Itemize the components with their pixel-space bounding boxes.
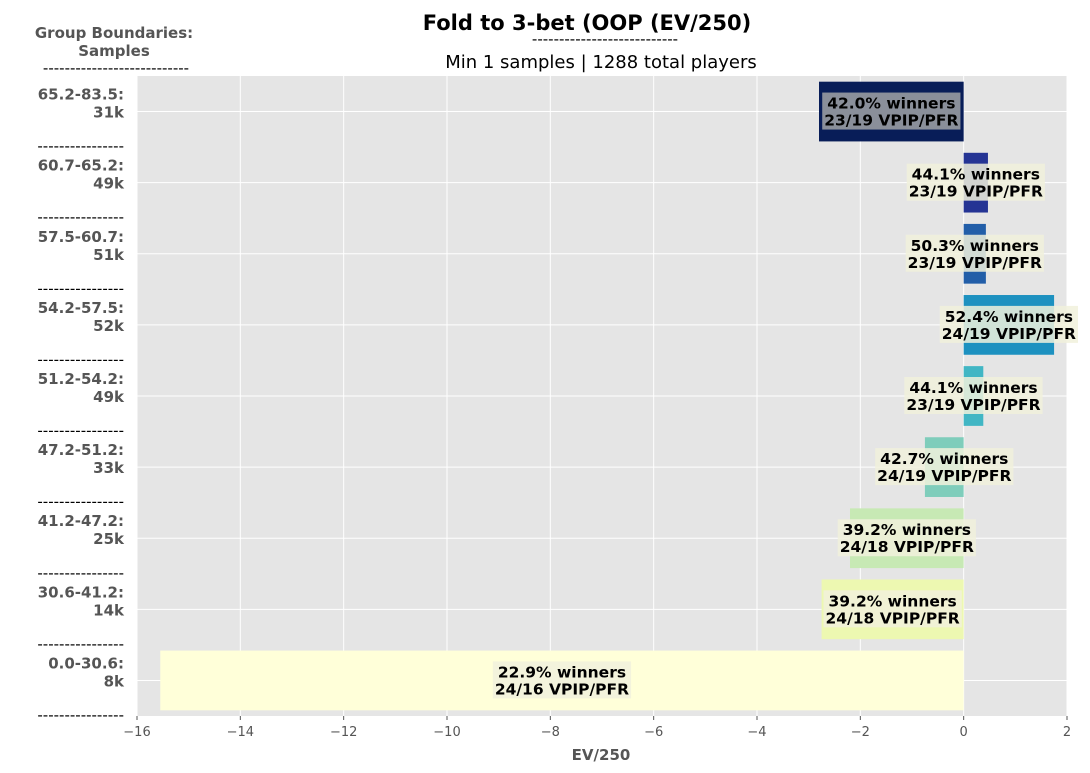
group-range-label: 57.5-60.7: bbox=[38, 228, 124, 246]
x-axis-label: EV/250 bbox=[572, 746, 631, 764]
group-range-label: 0.0-30.6: bbox=[48, 654, 124, 672]
x-tick-label: −12 bbox=[330, 725, 357, 740]
bar-winners-label: 22.9% winners bbox=[498, 663, 626, 681]
bar-vpip-label: 24/19 VPIP/PFR bbox=[877, 467, 1011, 485]
x-tick-label: −4 bbox=[747, 725, 766, 740]
group-range-label: 30.6-41.2: bbox=[38, 583, 124, 601]
bar-winners-label: 44.1% winners bbox=[912, 166, 1040, 184]
bar-winners-label: 39.2% winners bbox=[843, 521, 971, 539]
group-samples-label: 25k bbox=[93, 530, 125, 548]
group-samples-label: 52k bbox=[93, 317, 125, 335]
group-samples-label: 14k bbox=[93, 601, 125, 619]
bar-vpip-label: 23/19 VPIP/PFR bbox=[909, 183, 1043, 201]
group-separator: ---------------- bbox=[37, 635, 124, 653]
group-samples-label: 49k bbox=[93, 388, 125, 406]
x-tick-label: −8 bbox=[541, 725, 560, 740]
bar-vpip-label: 24/19 VPIP/PFR bbox=[942, 325, 1076, 343]
y-header-divider: --------------------------- bbox=[43, 59, 189, 77]
y-header-line2: Samples bbox=[78, 42, 150, 60]
chart-subtitle: Min 1 samples | 1288 total players bbox=[445, 52, 757, 73]
y-header-line1: Group Boundaries: bbox=[35, 24, 193, 42]
group-samples-label: 31k bbox=[93, 104, 125, 122]
bar-winners-label: 50.3% winners bbox=[911, 237, 1039, 255]
bar-vpip-label: 23/19 VPIP/PFR bbox=[908, 254, 1042, 272]
group-range-label: 41.2-47.2: bbox=[38, 512, 124, 530]
bar-winners-label: 52.4% winners bbox=[945, 308, 1073, 326]
bar-winners-label: 42.0% winners bbox=[827, 95, 955, 113]
bar-vpip-label: 24/18 VPIP/PFR bbox=[840, 538, 974, 556]
group-samples-label: 33k bbox=[93, 459, 125, 477]
group-separator: ---------------- bbox=[37, 564, 124, 582]
group-samples-label: 8k bbox=[104, 672, 125, 690]
bar-winners-label: 44.1% winners bbox=[909, 379, 1037, 397]
y-axis: 65.2-83.5:31k----------------60.7-65.2:4… bbox=[37, 86, 125, 724]
bar-winners-label: 42.7% winners bbox=[880, 450, 1008, 468]
group-samples-label: 51k bbox=[93, 246, 125, 264]
group-separator: ---------------- bbox=[37, 279, 124, 297]
bar-vpip-label: 23/19 VPIP/PFR bbox=[906, 396, 1040, 414]
group-range-label: 54.2-57.5: bbox=[38, 299, 124, 317]
x-tick-label: −16 bbox=[123, 725, 150, 740]
bar-winners-label: 39.2% winners bbox=[828, 592, 956, 610]
group-range-label: 51.2-54.2: bbox=[38, 370, 124, 388]
group-separator: ---------------- bbox=[37, 208, 124, 226]
bar-vpip-label: 24/16 VPIP/PFR bbox=[495, 680, 629, 698]
group-samples-label: 49k bbox=[93, 175, 125, 193]
group-range-label: 60.7-65.2: bbox=[38, 157, 124, 175]
bar-vpip-label: 24/18 VPIP/PFR bbox=[826, 609, 960, 627]
x-tick-label: −2 bbox=[851, 725, 870, 740]
group-range-label: 65.2-83.5: bbox=[38, 86, 124, 104]
group-separator: ---------------- bbox=[37, 422, 124, 440]
group-separator: ---------------- bbox=[37, 706, 124, 724]
title-underline: --------------------------- bbox=[532, 30, 678, 48]
x-tick-label: 2 bbox=[1063, 725, 1071, 740]
x-tick-label: 0 bbox=[960, 725, 968, 740]
x-tick-label: −14 bbox=[227, 725, 254, 740]
group-separator: ---------------- bbox=[37, 493, 124, 511]
bar-vpip-label: 23/19 VPIP/PFR bbox=[824, 112, 958, 130]
group-separator: ---------------- bbox=[37, 350, 124, 368]
group-separator: ---------------- bbox=[37, 137, 124, 155]
x-axis: −16 −14 −12 −10 −8 −6 −4 −2 0 2 bbox=[123, 716, 1071, 740]
x-tick-label: −10 bbox=[433, 725, 460, 740]
x-tick-label: −6 bbox=[644, 725, 663, 740]
group-range-label: 47.2-51.2: bbox=[38, 441, 124, 459]
